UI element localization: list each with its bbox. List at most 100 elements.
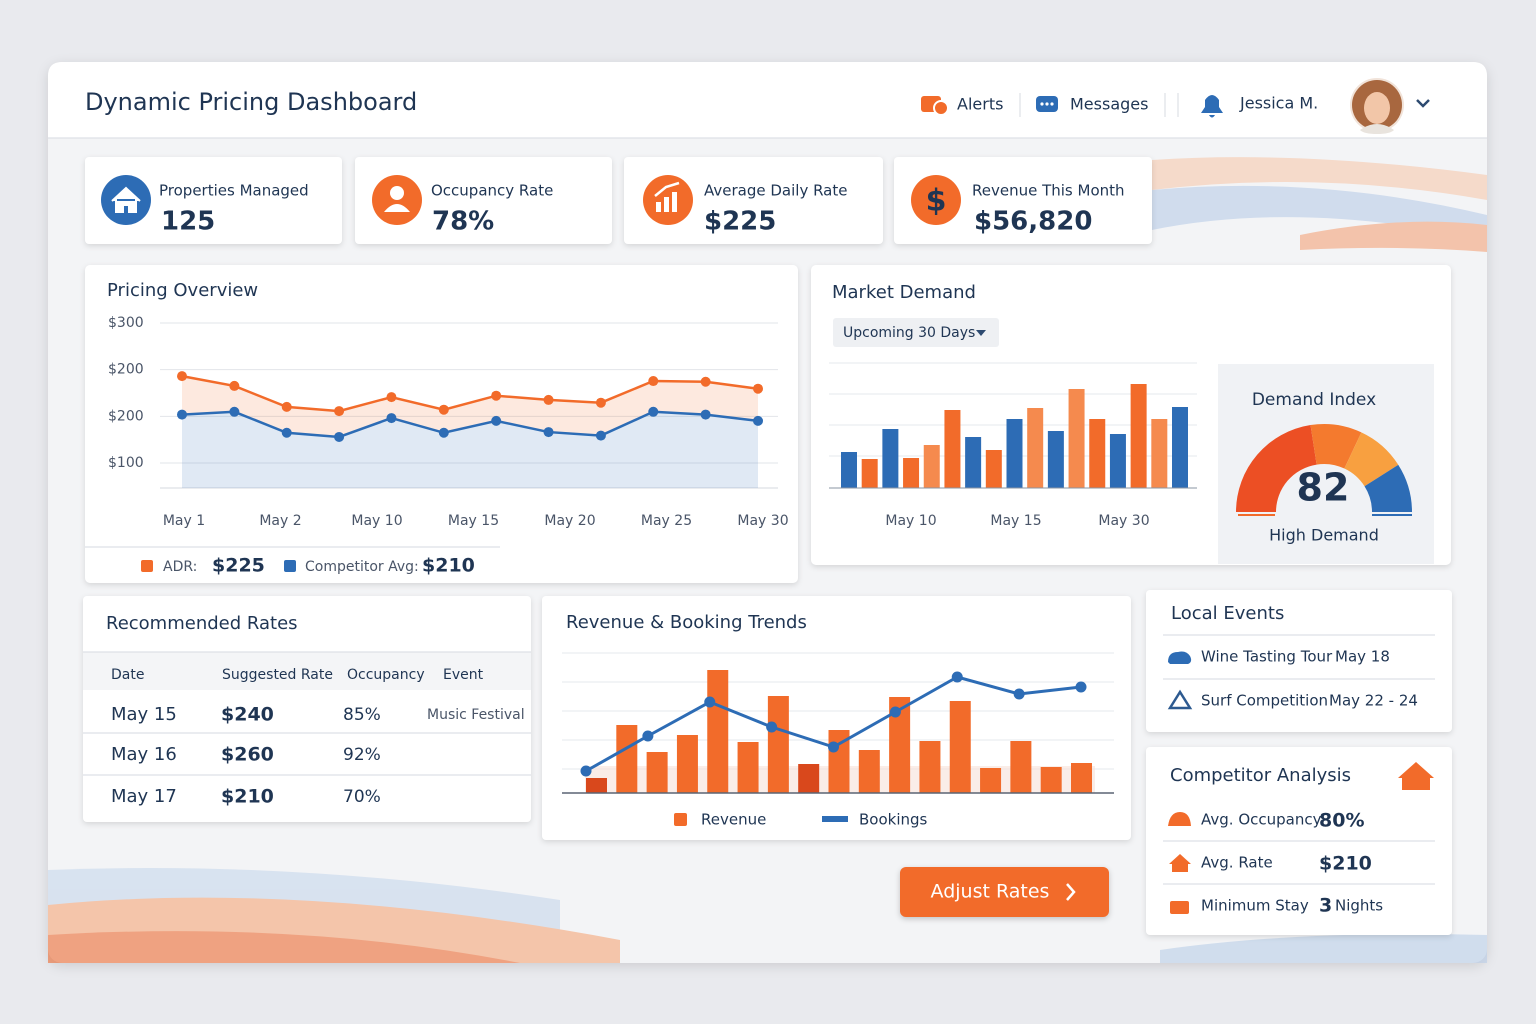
- bar: [1089, 419, 1106, 488]
- competitor-icon: [1398, 762, 1434, 790]
- competitor-value: 80%: [1319, 810, 1364, 832]
- bar: [858, 750, 880, 793]
- table-cell: 92%: [343, 745, 381, 765]
- bar: [676, 735, 698, 793]
- point: [648, 376, 659, 387]
- point: [700, 409, 711, 420]
- kpi-value: $56,820: [974, 207, 1092, 237]
- card-title: Local Events: [1171, 603, 1284, 624]
- events-card: [1146, 590, 1452, 732]
- kpi-value: $225: [704, 207, 776, 237]
- line: [181, 410, 759, 439]
- column-header: Occupancy: [347, 667, 425, 683]
- table-cell: May 15: [111, 704, 177, 725]
- y-tick-label: $100: [108, 455, 144, 471]
- kpi-icon-dollar: $: [911, 175, 961, 225]
- table-header: [83, 652, 531, 690]
- period-dropdown[interactable]: [833, 318, 999, 347]
- kpi-label: Occupancy Rate: [431, 182, 553, 200]
- bar: [965, 437, 982, 488]
- button-chevron: [1066, 883, 1076, 901]
- event-icon: [1167, 689, 1193, 710]
- bar: [980, 768, 1002, 793]
- legend-label: Revenue: [701, 811, 766, 829]
- card-title: Market Demand: [832, 282, 976, 303]
- kpi-label: Revenue This Month: [972, 182, 1125, 200]
- competitor-label: Avg. Occupancy: [1201, 811, 1322, 829]
- svg-text:$: $: [926, 184, 947, 219]
- point: [700, 376, 711, 387]
- bar: [903, 458, 920, 488]
- point: [766, 721, 778, 733]
- gauge-arc: [1310, 424, 1362, 469]
- competitor-label: Avg. Rate: [1201, 854, 1273, 872]
- bar: [767, 696, 789, 793]
- nav-alerts[interactable]: Alerts: [957, 95, 1003, 114]
- row-icon: [1168, 812, 1191, 826]
- avatar[interactable]: [1350, 78, 1404, 134]
- adjust-rates-button[interactable]: [900, 867, 1109, 917]
- point: [281, 427, 292, 438]
- legend-swatch: [284, 560, 296, 572]
- x-tick-label: May 10: [885, 513, 936, 529]
- point: [229, 380, 240, 391]
- bar: [1071, 763, 1092, 793]
- kpi-value: 78%: [432, 207, 494, 237]
- kpi-card: [85, 157, 342, 244]
- x-tick-label: May 20: [544, 513, 595, 529]
- event-icon: [1168, 651, 1192, 664]
- point: [648, 406, 659, 417]
- gauge-value: 82: [1297, 466, 1350, 510]
- table-cell: May 17: [111, 786, 177, 807]
- kpi-card: [624, 157, 883, 244]
- gauge-arc: [1236, 425, 1317, 512]
- event-date: May 22 - 24: [1329, 692, 1418, 710]
- bar: [1006, 419, 1023, 488]
- point: [1075, 681, 1087, 693]
- decor-waves: [48, 157, 1487, 963]
- bar: [882, 429, 899, 488]
- nav-messages[interactable]: Messages: [1070, 95, 1148, 114]
- bar: [1109, 434, 1126, 488]
- bar: [1130, 384, 1147, 488]
- x-tick-label: May 15: [448, 513, 499, 529]
- row-icon: [1170, 901, 1189, 914]
- point: [491, 415, 502, 426]
- column-header: Date: [111, 667, 144, 683]
- point: [889, 706, 901, 718]
- bar: [1047, 431, 1064, 488]
- event-name: Surf Competition: [1201, 692, 1328, 710]
- table-cell: $210: [221, 786, 274, 808]
- point: [438, 427, 449, 438]
- line: [181, 374, 759, 413]
- bar: [798, 764, 820, 793]
- y-tick-label: $200: [108, 408, 144, 424]
- user-menu-chevron[interactable]: [1416, 99, 1430, 108]
- area: [182, 376, 758, 437]
- point: [543, 394, 554, 405]
- point: [595, 430, 606, 441]
- messages-icon: [1036, 96, 1058, 112]
- bar: [616, 725, 638, 793]
- point: [828, 741, 839, 753]
- table-cell: 85%: [343, 705, 381, 725]
- point: [1013, 688, 1025, 700]
- bar: [889, 697, 911, 793]
- bar: [1010, 741, 1032, 793]
- kpi-card: [894, 157, 1152, 244]
- kpi-label: Average Daily Rate: [704, 182, 847, 200]
- column-header: Suggested Rate: [222, 667, 333, 683]
- competitor-value: 3: [1319, 895, 1332, 917]
- point: [386, 413, 397, 424]
- bar: [586, 778, 607, 793]
- gauge-rest: [1364, 464, 1412, 512]
- card-title: Pricing Overview: [107, 280, 258, 301]
- bell-icon[interactable]: [1201, 95, 1223, 118]
- bar: [646, 752, 668, 793]
- bar: [1172, 407, 1188, 488]
- bar: [919, 741, 941, 793]
- point: [491, 390, 502, 401]
- kpi-value: 125: [161, 207, 215, 237]
- point: [704, 696, 716, 708]
